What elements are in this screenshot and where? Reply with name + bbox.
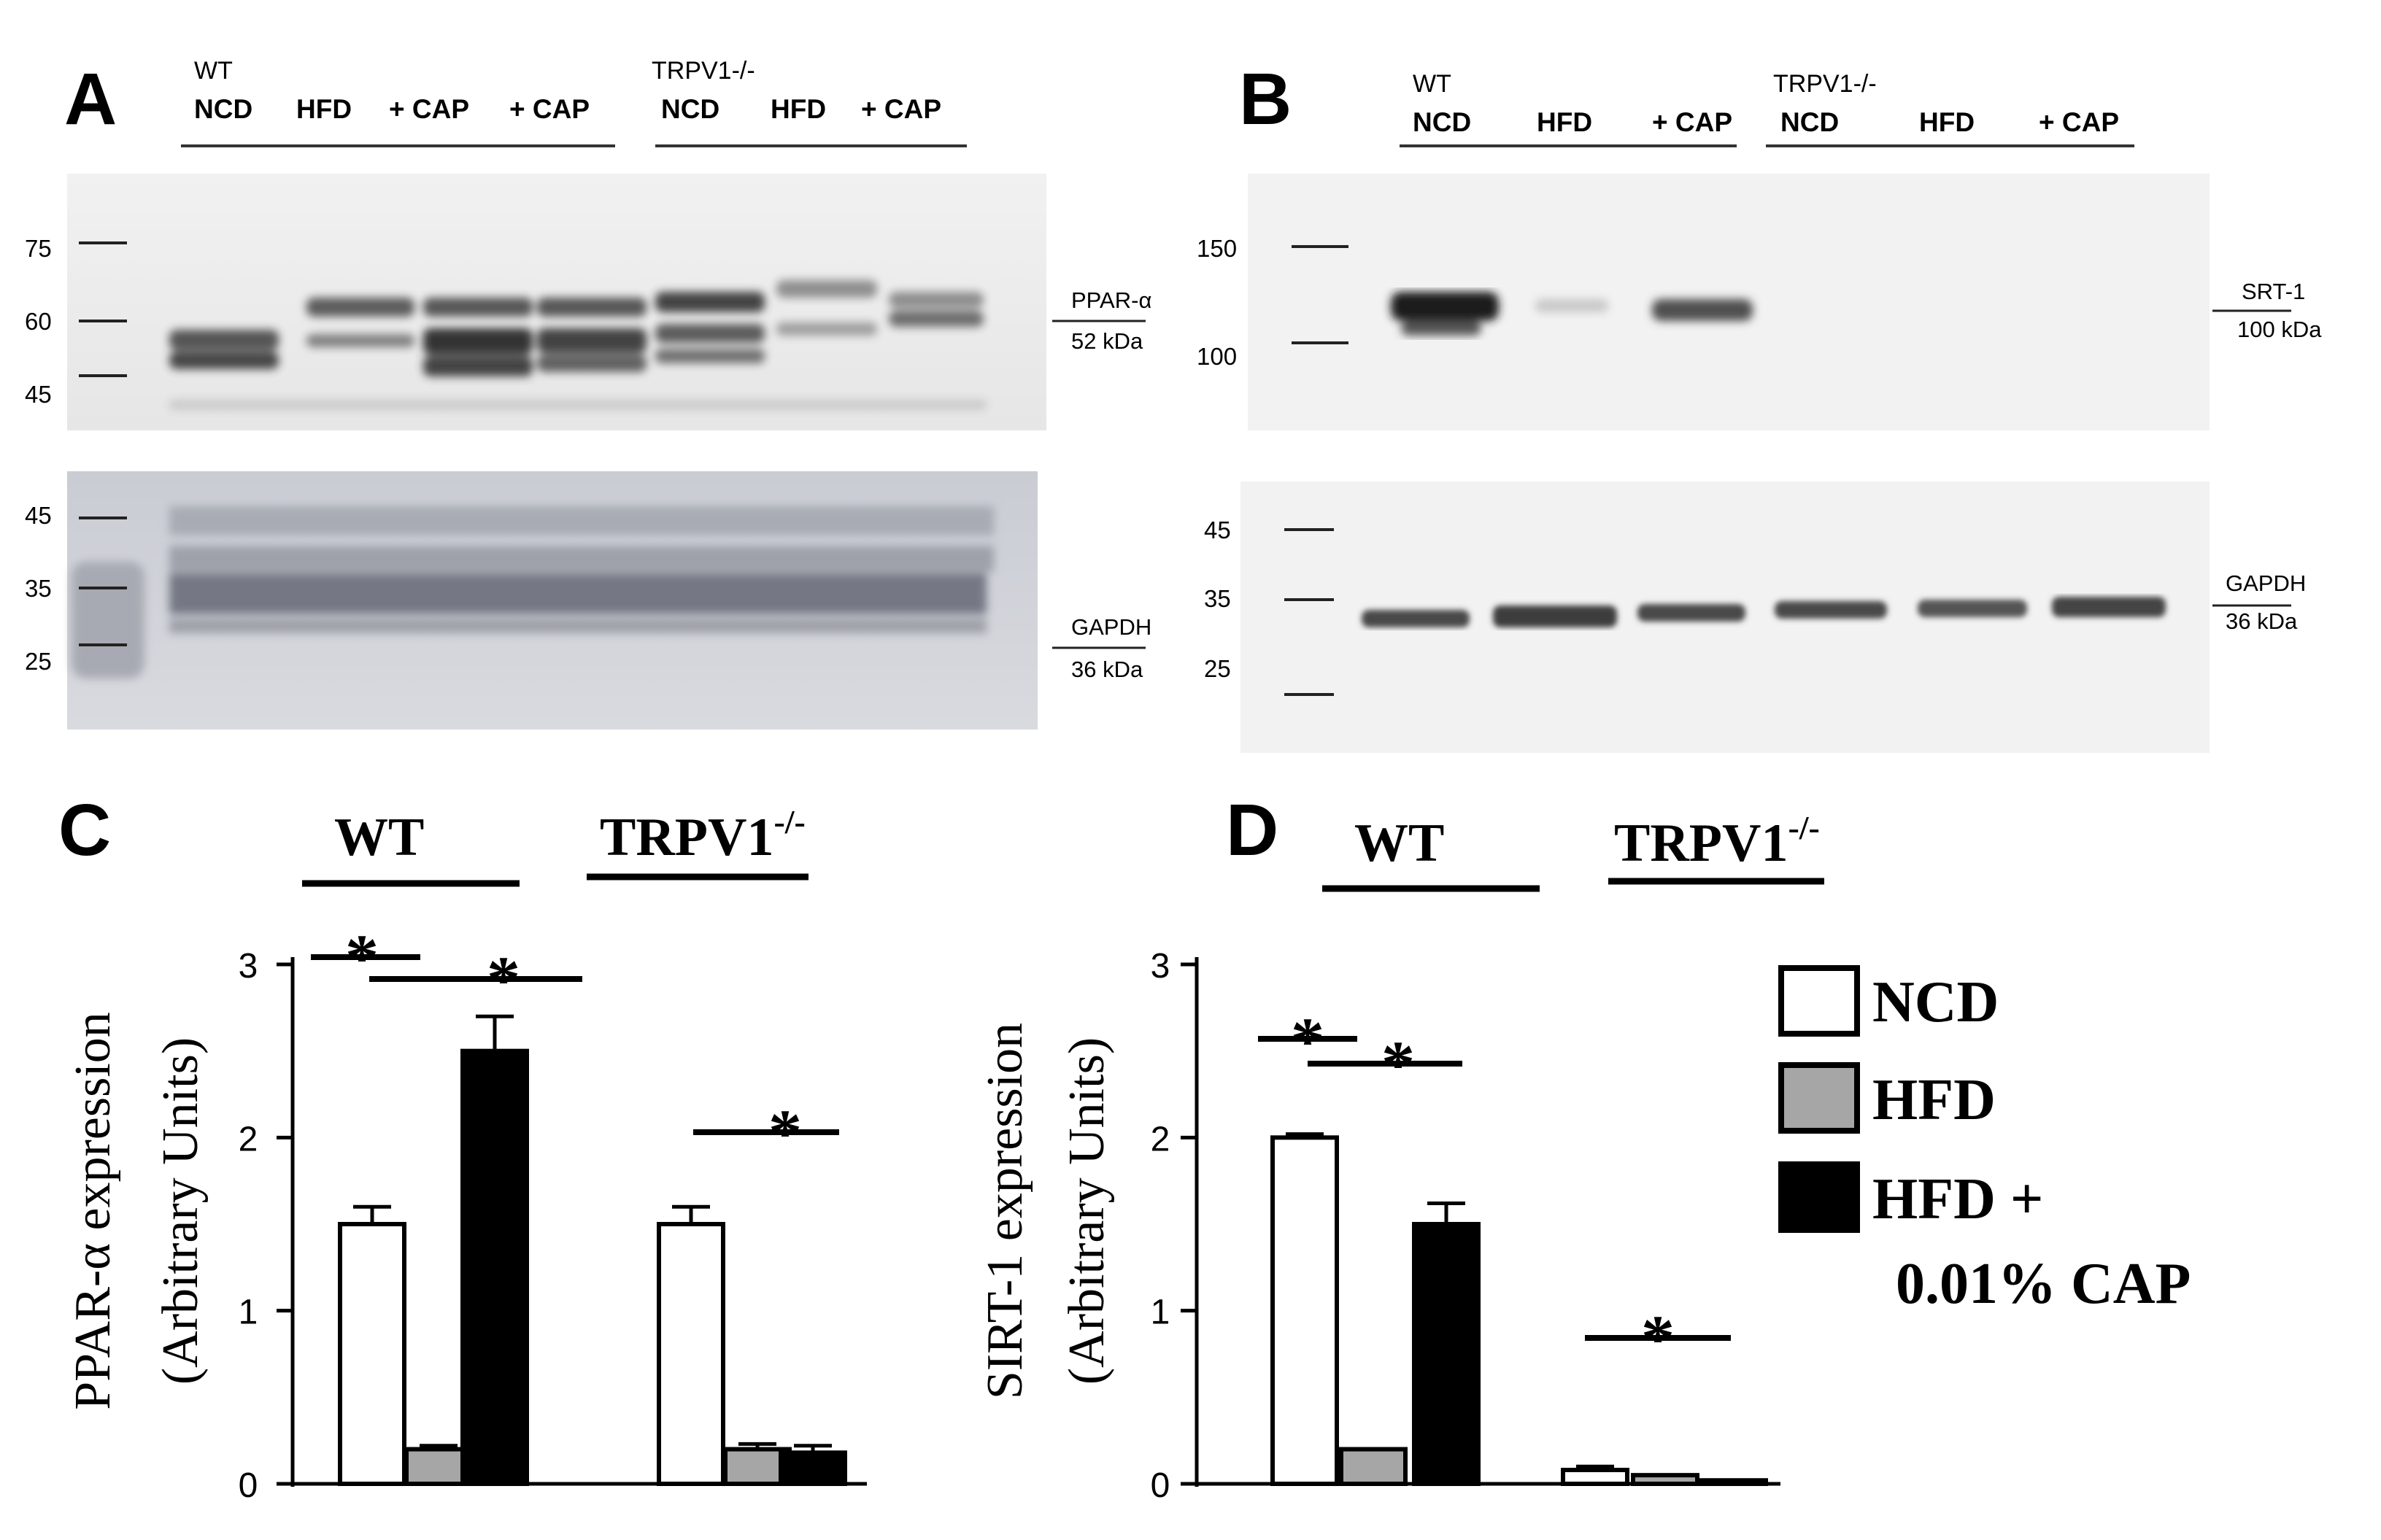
chart-d-bar-hfd-0-01-cap-2 [1699, 1478, 1768, 1486]
panel-b-srt1-kda: 100 kDa [2237, 317, 2322, 342]
panel-b-lane-3-label: + CAP [1652, 107, 1732, 137]
chart-d-group-2-sup: -/- [1788, 809, 1819, 846]
legend-label-hfd-cap: HFD + [1872, 1167, 2043, 1231]
chart-c-bar-hfd-0-01-cap-1 [460, 1048, 529, 1486]
panel-a-lane-4-label: + CAP [509, 94, 590, 124]
chart-c-ytick-label: 3 [239, 947, 258, 986]
chart-d-ylabel-1: SIRT-1 expression [977, 1023, 1033, 1399]
chart-c-group-2-name: TRPV1 [600, 808, 773, 867]
chart-d-ytick-label: 0 [1151, 1466, 1170, 1505]
chart-d-significance-star: * [1291, 1004, 1324, 1078]
chart-c-significance-star: * [768, 1096, 802, 1170]
chart-c: C WT TRPV1-/- PPAR-α expression (Arbitra… [58, 789, 867, 1505]
panel-a-trpv1-label: TRPV1-/- [652, 57, 755, 85]
legend: NCD HFD HFD + 0.01% CAP [1778, 965, 2191, 1316]
chart-d-ytick-label: 1 [1151, 1293, 1170, 1332]
legend-label-hfd: HFD [1872, 1068, 1996, 1132]
panel-b-top-marker-2: 100 [1197, 343, 1237, 370]
panel-c-letter: C [58, 789, 111, 871]
panel-b: B WT NCD HFD + CAP TRPV1-/- NCD HFD + CA… [1197, 58, 2322, 753]
panel-a-letter: A [64, 58, 117, 140]
panel-b-bottom-marker-3: 25 [1204, 655, 1231, 682]
legend-label-ncd: NCD [1872, 970, 1999, 1034]
panel-b-gapdh-kda: 36 kDa [2226, 608, 2298, 634]
chart-d-significance-star: * [1641, 1301, 1675, 1376]
panel-a-gapdh-label: GAPDH [1071, 614, 1151, 640]
chart-d-group-2-label: TRPV1-/- [1614, 809, 1820, 873]
panel-a-lane-5-label: NCD [661, 94, 719, 124]
panel-a-lane-2-label: HFD [296, 94, 352, 124]
chart-d-group-2-name: TRPV1 [1614, 813, 1788, 873]
panel-a-lane-6-label: HFD [771, 94, 826, 124]
panel-b-bottom-marker-1: 45 [1204, 516, 1231, 543]
panel-b-top-marker-1: 150 [1197, 235, 1237, 262]
panel-b-bottom-marker-2: 35 [1204, 585, 1231, 612]
chart-c-bar-ncd-1 [338, 1222, 406, 1486]
chart-d-ytick-label: 3 [1151, 947, 1170, 986]
panel-b-lane-5-label: HFD [1919, 107, 1975, 137]
panel-a-bottom-blot [67, 471, 1038, 730]
panel-a-lane-7-label: + CAP [861, 94, 941, 124]
chart-d-bar-ncd-1 [1270, 1135, 1339, 1487]
chart-c-bar-hfd-0-01-cap-2 [779, 1450, 847, 1487]
chart-c-group-1-label: WT [334, 808, 424, 867]
chart-c-ytick-label: 0 [239, 1466, 258, 1505]
chart-d-bar-hfd-0-01-cap-1 [1412, 1222, 1481, 1486]
panel-a-top-marker-2: 60 [25, 308, 52, 335]
panel-a-gapdh-kda: 36 kDa [1071, 657, 1143, 682]
chart-c-significance-star: * [487, 943, 520, 1017]
panel-d-letter: D [1226, 789, 1278, 871]
panel-b-trpv1-label: TRPV1-/- [1773, 70, 1877, 98]
legend-swatch-ncd [1778, 965, 1860, 1037]
panel-a-bottom-marker-1: 45 [25, 502, 52, 529]
chart-d-bar-ncd-2 [1561, 1468, 1629, 1486]
panel-a-top-blot [67, 174, 1046, 430]
panel-a-top-marker-1: 75 [25, 235, 52, 262]
chart-c-significance-star: * [345, 921, 379, 995]
panel-b-wt-label: WT [1413, 70, 1451, 98]
legend-label-cap-dose: 0.01% CAP [1896, 1252, 2191, 1316]
panel-a-bottom-marker-3: 25 [25, 648, 52, 675]
chart-c-ylabel-1: PPAR-α expression [65, 1012, 121, 1410]
chart-c-ylabel-2: (Arbitrary Units) [153, 1037, 209, 1385]
chart-c-ytick-label: 2 [239, 1120, 258, 1158]
chart-c-group-2-label: TRPV1-/- [600, 803, 806, 867]
panel-b-lane-1-label: NCD [1413, 107, 1471, 137]
panel-a-top-marker-3: 45 [25, 381, 52, 408]
chart-d-bar-hfd-2 [1631, 1473, 1699, 1486]
chart-d-ytick-label: 2 [1151, 1120, 1170, 1158]
panel-a-bottom-marker-2: 35 [25, 575, 52, 602]
chart-d-significance-star: * [1381, 1027, 1415, 1102]
chart-c-ytick-label: 1 [239, 1293, 258, 1332]
panel-b-top-blot [1248, 174, 2210, 430]
panel-a-lane-3-label: + CAP [389, 94, 469, 124]
chart-d-group-1-label: WT [1354, 813, 1444, 873]
panel-b-bottom-blot [1240, 481, 2210, 753]
panel-a-ppar-kda: 52 kDa [1071, 328, 1143, 354]
panel-a-wt-label: WT [194, 57, 233, 85]
legend-swatch-hfd [1778, 1062, 1860, 1134]
chart-d-bar-hfd-1 [1339, 1447, 1408, 1486]
chart-d-ylabel-2: (Arbitrary Units) [1059, 1037, 1115, 1385]
chart-c-bar-ncd-2 [657, 1222, 725, 1486]
legend-swatch-hfd-cap [1778, 1161, 1860, 1233]
panel-b-gapdh-label: GAPDH [2226, 570, 2306, 596]
panel-b-lane-2-label: HFD [1537, 107, 1592, 137]
panel-a-lane-1-label: NCD [194, 94, 252, 124]
chart-c-group-2-sup: -/- [773, 803, 805, 840]
panel-b-lane-6-label: + CAP [2039, 107, 2119, 137]
panel-b-srt1-label: SRT-1 [2242, 279, 2305, 304]
panel-b-lane-4-label: NCD [1780, 107, 1839, 137]
panel-a-ppar-label: PPAR-α [1071, 287, 1151, 313]
panel-a: A WT NCD HFD + CAP + CAP TRPV1-/- NCD HF… [25, 57, 1151, 730]
panel-b-letter: B [1239, 58, 1292, 140]
chart-d: D WT TRPV1-/- SIRT-1 expression (Arbitra… [977, 789, 1824, 1505]
